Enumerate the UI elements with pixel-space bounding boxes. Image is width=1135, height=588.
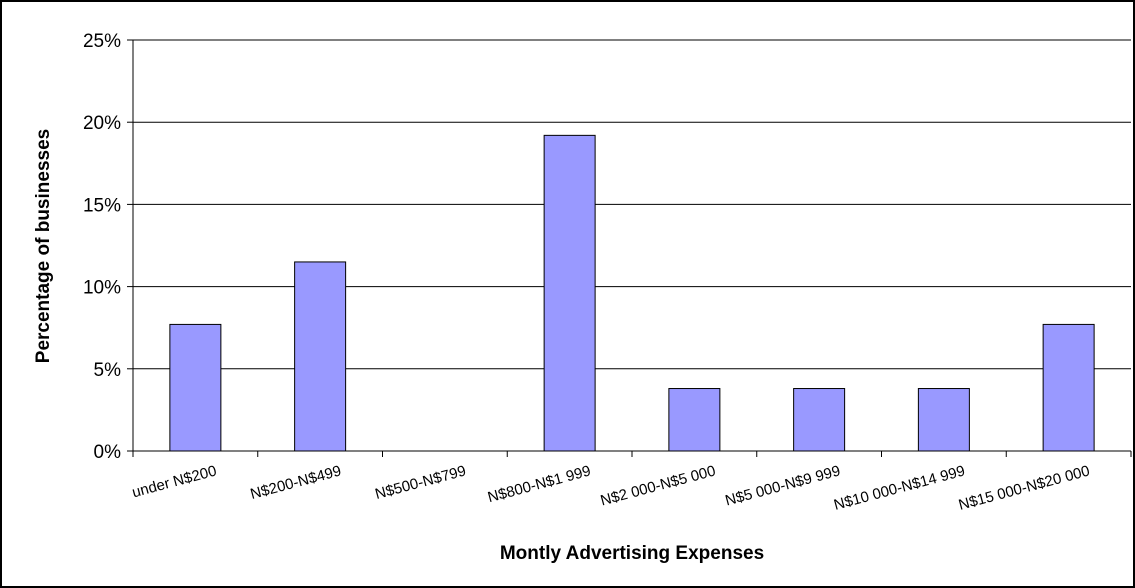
- bar: [917, 388, 970, 452]
- axes: [127, 39, 1132, 457]
- bar: [1042, 323, 1095, 452]
- x-tick-label: N$2 000-N$5 000: [599, 462, 718, 509]
- bar: [543, 134, 596, 452]
- y-tick-label: 5%: [94, 360, 122, 381]
- x-tick-label: N$5 000-N$9 999: [723, 462, 842, 509]
- bars: [169, 134, 1095, 452]
- y-tick-label: 25%: [83, 31, 121, 52]
- y-tick-labels: 0% 5% 10% 15% 20% 25%: [83, 31, 121, 463]
- bar: [169, 323, 222, 452]
- x-tick-label: N$200-N$499: [249, 462, 344, 503]
- x-tick-label: N$500-N$799: [373, 462, 468, 503]
- y-tick-label: 15%: [83, 195, 121, 216]
- x-tick-label: under N$200: [130, 462, 218, 501]
- gridlines: [133, 39, 1131, 370]
- y-axis-title: Percentage of businesses: [33, 129, 54, 363]
- y-tick-label: 0%: [94, 442, 122, 463]
- x-axis-title: Montly Advertising Expenses: [500, 543, 764, 564]
- bar: [668, 388, 721, 452]
- x-tick-labels: under N$200 N$200-N$499 N$500-N$799 N$800-N…: [130, 462, 1091, 513]
- bar: [793, 388, 846, 452]
- bar: [294, 261, 347, 452]
- x-tick-label: N$15 000-N$20 000: [957, 462, 1092, 513]
- x-tick-label: N$800-N$1 999: [486, 462, 593, 506]
- y-tick-label: 20%: [83, 113, 121, 134]
- y-tick-label: 10%: [83, 278, 121, 299]
- x-tick-label: N$10 000-N$14 999: [832, 462, 967, 513]
